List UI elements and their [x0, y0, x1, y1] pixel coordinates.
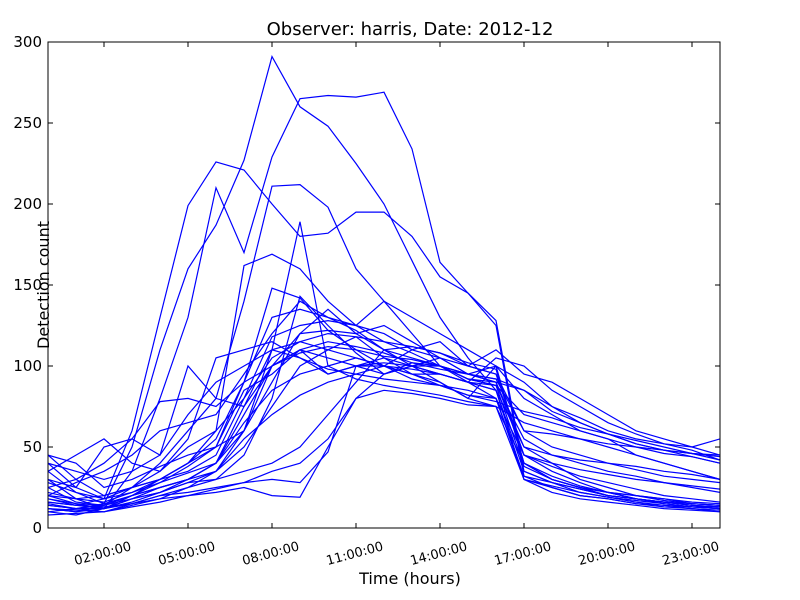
series-line-28 — [48, 345, 720, 489]
series-line-21 — [48, 389, 720, 513]
y-axis-ticks: 0 50 100 150 200 250 300 — [13, 33, 720, 537]
y-tick-label: 50 — [23, 438, 42, 456]
chart-title: Observer: harris, Date: 2012-12 — [267, 19, 554, 40]
y-tick-label: 150 — [13, 276, 42, 294]
plot-area: 02:00:00 05:00:00 08:00:00 11:00:00 14:00:00… — [13, 33, 721, 569]
series-line-24 — [48, 324, 720, 489]
x-axis-label: Time (hours) — [358, 569, 461, 588]
y-tick-label: 200 — [13, 195, 42, 213]
series-line-27 — [48, 349, 720, 490]
series-line-2 — [48, 55, 720, 511]
y-axis-label: Detection count — [34, 221, 53, 349]
y-tick-label: 0 — [32, 519, 42, 537]
y-tick-label: 300 — [13, 33, 42, 51]
y-tick-label: 250 — [13, 114, 42, 132]
series-line-15 — [48, 341, 720, 506]
y-tick-label: 100 — [13, 357, 42, 375]
series-group — [48, 55, 720, 516]
series-line-26 — [48, 341, 720, 500]
series-line-19 — [48, 362, 720, 510]
